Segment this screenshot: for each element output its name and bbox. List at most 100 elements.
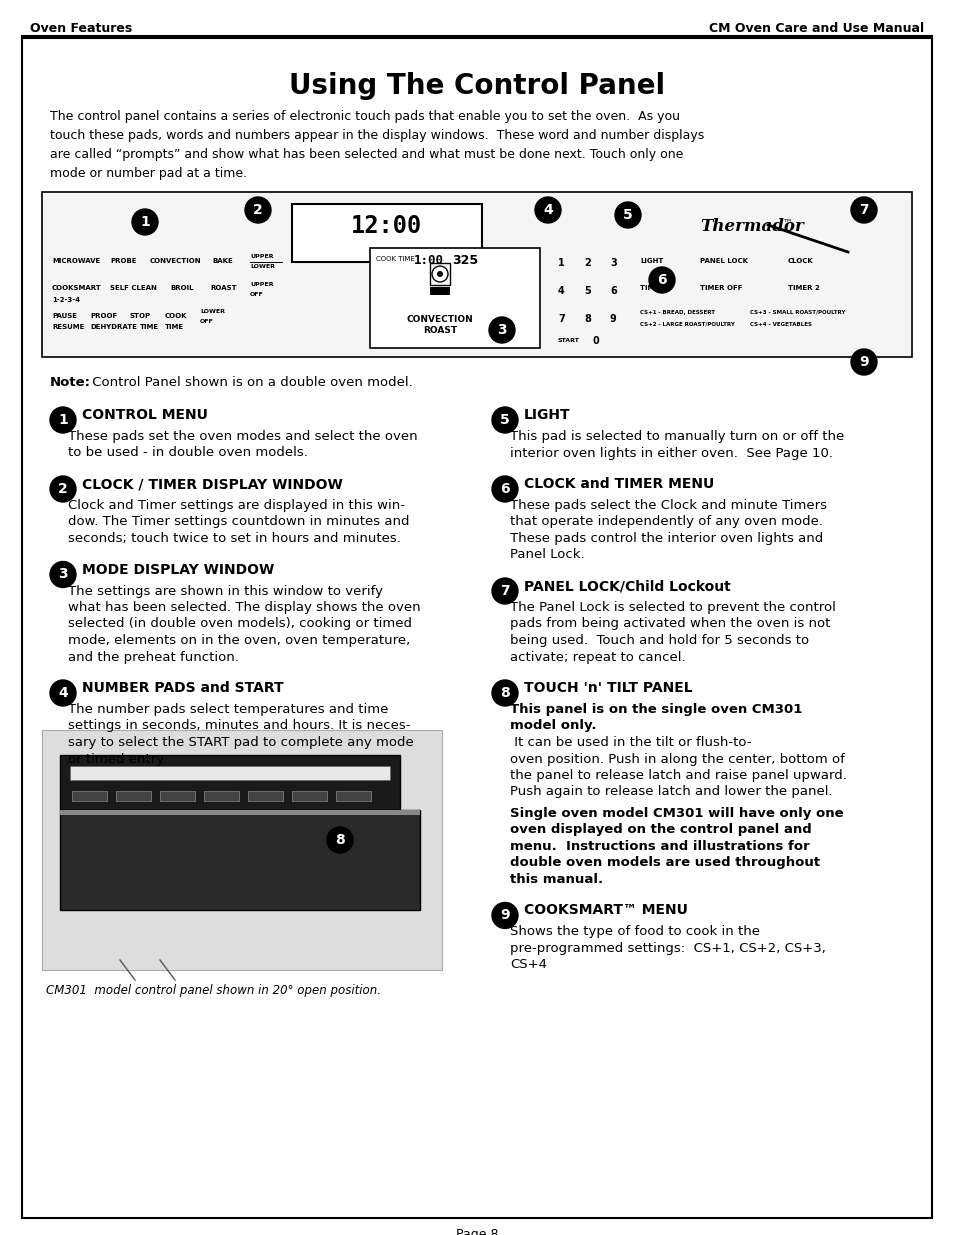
Text: Using The Control Panel: Using The Control Panel [289,72,664,100]
Text: This pad is selected to manually turn on or off the: This pad is selected to manually turn on… [510,430,843,443]
Text: COOK: COOK [165,312,188,319]
Text: The settings are shown in this window to verify: The settings are shown in this window to… [68,584,382,598]
Text: PROBE: PROBE [110,258,136,264]
Text: NUMBER PADS and START: NUMBER PADS and START [82,680,283,695]
Text: TOUCH 'n' TILT PANEL: TOUCH 'n' TILT PANEL [523,680,692,695]
Text: 1: 1 [558,258,564,268]
Circle shape [50,475,76,501]
Text: TIMER OFF: TIMER OFF [700,285,741,291]
Circle shape [850,198,876,224]
Text: LOWER: LOWER [250,264,274,269]
Bar [42,730,441,969]
Bar [292,204,481,262]
Text: 8: 8 [335,832,345,847]
Text: 4: 4 [542,203,553,217]
Text: 3: 3 [58,568,68,582]
Text: model only.: model only. [510,720,596,732]
Text: Oven Features: Oven Features [30,22,132,35]
Text: LIGHT: LIGHT [639,258,662,264]
Text: This panel is on the single oven CM301: This panel is on the single oven CM301 [510,703,801,716]
Text: CLOCK: CLOCK [787,258,813,264]
Bar [60,810,419,815]
Text: 6: 6 [657,273,666,287]
Text: touch these pads, words and numbers appear in the display windows.  These word a: touch these pads, words and numbers appe… [50,128,703,142]
Text: 3: 3 [497,324,506,337]
Text: RESUME: RESUME [52,324,84,330]
Text: being used.  Touch and hold for 5 seconds to: being used. Touch and hold for 5 seconds… [510,634,808,647]
Text: TIMER 1: TIMER 1 [639,285,671,291]
Circle shape [50,562,76,588]
Text: ROAST: ROAST [422,326,456,335]
Text: 9: 9 [859,354,868,369]
Bar [292,790,327,802]
Text: The number pads select temperatures and time: The number pads select temperatures and … [68,703,388,716]
Text: STOP: STOP [130,312,151,319]
Text: selected (in double oven models), cooking or timed: selected (in double oven models), cookin… [68,618,412,631]
Text: Note:: Note: [50,375,91,389]
Text: oven displayed on the control panel and: oven displayed on the control panel and [510,824,811,836]
Text: pre-programmed settings:  CS+1, CS+2, CS+3,: pre-programmed settings: CS+1, CS+2, CS+… [510,942,825,955]
Text: TIME: TIME [165,324,184,330]
Text: what has been selected. The display shows the oven: what has been selected. The display show… [68,601,420,614]
Bar [204,790,239,802]
Text: 5: 5 [499,412,509,427]
Text: CLOCK and TIMER MENU: CLOCK and TIMER MENU [523,477,714,492]
Text: menu.  Instructions and illustrations for: menu. Instructions and illustrations for [510,840,809,853]
Text: These pads set the oven modes and select the oven: These pads set the oven modes and select… [68,430,417,443]
Bar [430,263,450,285]
Circle shape [492,408,517,433]
Text: double oven models are used throughout: double oven models are used throughout [510,856,820,869]
Text: OFF: OFF [250,291,263,296]
Text: ROAST: ROAST [210,285,236,291]
Bar [70,766,390,781]
Text: 2: 2 [58,482,68,496]
Text: CS+4 - VEGETABLES: CS+4 - VEGETABLES [749,322,811,327]
Text: 12:00: 12:00 [351,214,422,238]
Text: and the preheat function.: and the preheat function. [68,651,238,663]
Text: COOKSMART™ MENU: COOKSMART™ MENU [523,904,687,918]
Text: this manual.: this manual. [510,873,602,885]
Text: Thermador: Thermador [700,219,803,235]
Text: CONTROL MENU: CONTROL MENU [82,408,208,422]
Circle shape [489,317,515,343]
Text: TIMER 2: TIMER 2 [787,285,819,291]
Text: PAUSE: PAUSE [52,312,77,319]
Text: 9: 9 [499,909,509,923]
Circle shape [327,827,353,853]
Text: 325: 325 [452,254,477,267]
Text: Page 8: Page 8 [456,1228,497,1235]
Circle shape [132,209,158,235]
Text: COOK TIME: COOK TIME [375,256,415,262]
Text: or timed entry.: or timed entry. [68,752,166,766]
Text: SELF CLEAN: SELF CLEAN [110,285,156,291]
Circle shape [492,680,517,706]
Text: to be used - in double oven models.: to be used - in double oven models. [68,447,308,459]
Text: 8: 8 [499,685,509,700]
Bar [60,810,419,910]
Text: Clock and Timer settings are displayed in this win-: Clock and Timer settings are displayed i… [68,499,405,513]
Text: mode, elements on in the oven, oven temperature,: mode, elements on in the oven, oven temp… [68,634,410,647]
Text: activate; repeat to cancel.: activate; repeat to cancel. [510,651,685,663]
Circle shape [50,680,76,706]
Text: CM301  model control panel shown in 20° open position.: CM301 model control panel shown in 20° o… [46,984,380,997]
Circle shape [492,475,517,501]
Bar [71,790,107,802]
Text: The control panel contains a series of electronic touch pads that enable you to : The control panel contains a series of e… [50,110,679,124]
Text: mode or number pad at a time.: mode or number pad at a time. [50,167,247,180]
Circle shape [50,408,76,433]
Bar [335,790,371,802]
Text: Single oven model CM301 will have only one: Single oven model CM301 will have only o… [510,806,842,820]
Bar [116,790,151,802]
Text: 1: 1 [58,412,68,427]
Text: Panel Lock.: Panel Lock. [510,548,584,562]
Text: UPPER: UPPER [250,282,274,287]
Text: The Panel Lock is selected to prevent the control: The Panel Lock is selected to prevent th… [510,601,835,614]
Circle shape [492,578,517,604]
Text: DEHYDRATE: DEHYDRATE [90,324,137,330]
Text: 7: 7 [859,203,868,217]
Text: BAKE: BAKE [212,258,233,264]
Text: 5: 5 [583,287,590,296]
Text: 1:00: 1:00 [414,254,443,267]
Circle shape [648,267,675,293]
Text: sary to select the START pad to complete any mode: sary to select the START pad to complete… [68,736,414,748]
